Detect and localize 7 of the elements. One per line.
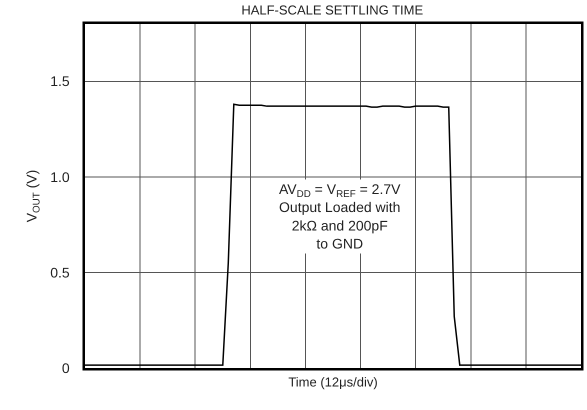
y-tick-label: 1.0 — [50, 168, 70, 185]
y-tick-label: 0.5 — [50, 264, 70, 280]
y-tick-label: 1.5 — [50, 73, 70, 90]
chart-title: HALF-SCALE SETTLING TIME — [241, 2, 424, 18]
y-tick-label: 0 — [62, 360, 70, 376]
x-axis-title: Time (12μs/div) — [288, 374, 378, 390]
annotation: AV$_{DD}$ = V$_{REF}$ = 2.7V Output Loaded with 2kΩ and 200pF to GND — [279, 181, 402, 252]
